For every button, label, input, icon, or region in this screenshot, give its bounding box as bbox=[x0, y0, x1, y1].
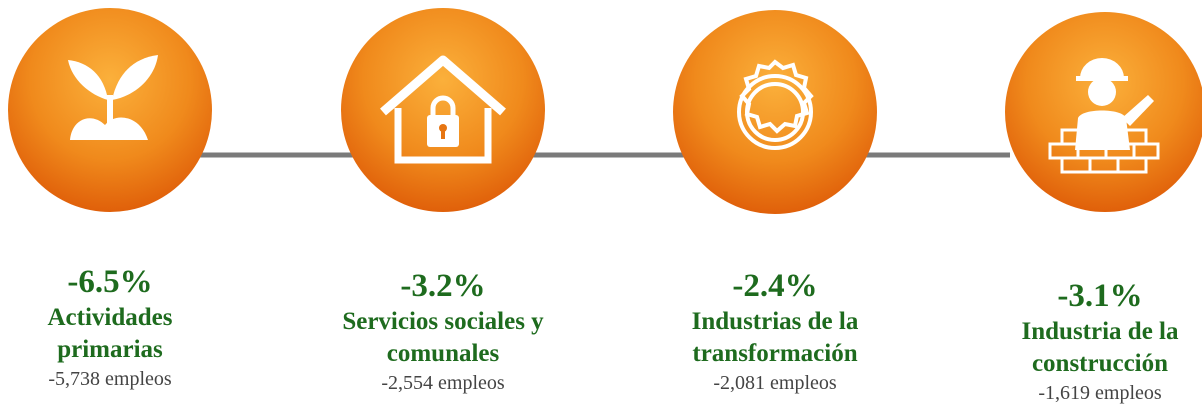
circle bbox=[673, 10, 877, 214]
gear-icon bbox=[737, 59, 814, 150]
jobs: -2,554 empleos bbox=[381, 372, 505, 394]
item: -3.2% Servicios sociales y comunales -2,… bbox=[308, 266, 578, 396]
jobs: -5,738 empleos bbox=[48, 368, 172, 390]
label: Servicios sociales y comunales bbox=[342, 308, 544, 367]
house-icon bbox=[380, 55, 506, 164]
worker-icon bbox=[1048, 58, 1160, 174]
jobs: -1,619 empleos bbox=[1038, 382, 1162, 404]
item: -3.1% Industria de la construcción -1,61… bbox=[1000, 276, 1200, 406]
percent: -2.4% bbox=[732, 268, 818, 304]
percent: -6.5% bbox=[67, 264, 153, 300]
item: -2.4% Industrias de la transformación -2… bbox=[658, 266, 893, 396]
label: Actividades primarias bbox=[47, 304, 173, 363]
percent: -3.2% bbox=[400, 268, 486, 304]
item: -6.5% Actividades primarias -5,738 emple… bbox=[23, 262, 198, 392]
plant-icon bbox=[68, 55, 158, 140]
percent: -3.1% bbox=[1057, 278, 1143, 314]
jobs: -2,081 empleos bbox=[713, 372, 837, 394]
circle bbox=[341, 8, 545, 212]
label: Industrias de la transformación bbox=[691, 308, 859, 367]
label: Industria de la construcción bbox=[1021, 318, 1179, 377]
